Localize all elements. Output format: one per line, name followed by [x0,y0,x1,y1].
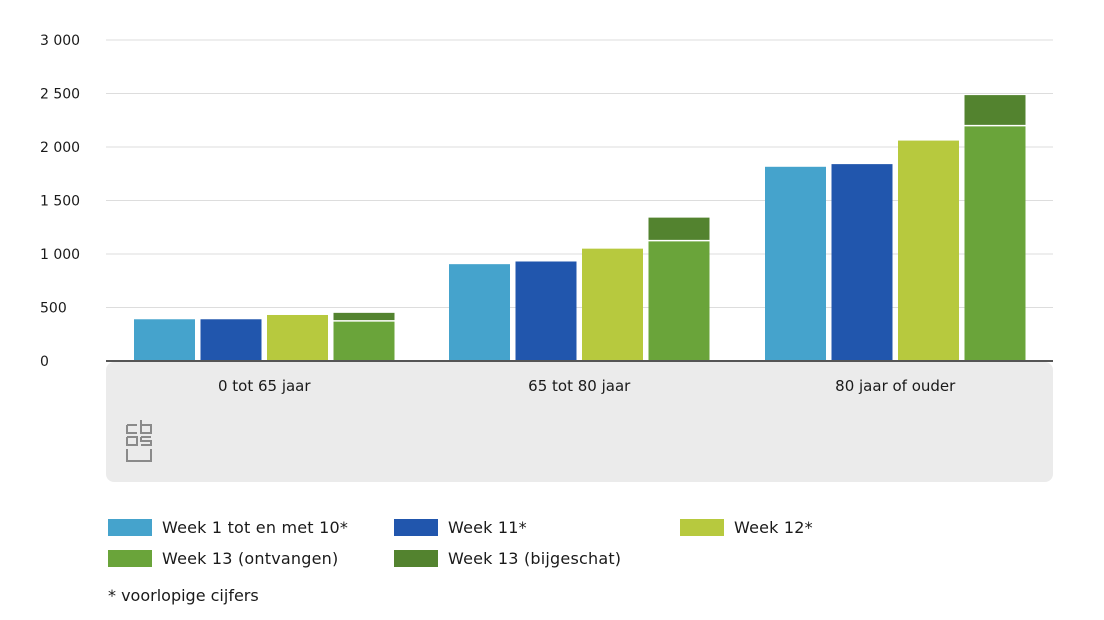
bar [134,319,195,361]
bar [765,166,826,361]
legend-swatch [394,550,438,567]
legend: Week 1 tot en met 10* Week 11* Week 12* … [108,512,1068,574]
legend-item-week-11: Week 11* [394,518,680,537]
y-tick-label: 1 500 [40,194,80,210]
category-label: 80 jaar of ouder [835,377,956,395]
y-tick-label: 2 500 [40,87,80,103]
bar-week13-estimated [964,95,1026,126]
bar-week13-estimated [333,312,395,321]
legend-swatch [108,519,152,536]
category-label: 0 tot 65 jaar [218,377,311,395]
y-tick-label: 1 000 [40,247,80,263]
legend-label: Week 13 (bijgeschat) [448,549,622,568]
bar [831,164,893,361]
category-label: 65 tot 80 jaar [528,377,631,395]
bar [582,248,643,361]
footnote: * voorlopige cijfers [108,586,259,605]
legend-swatch [394,519,438,536]
x-axis-category-labels: 0 tot 65 jaar 65 tot 80 jaar 80 jaar of ou… [218,377,956,395]
bar [515,261,577,361]
legend-label: Week 13 (ontvangen) [162,549,339,568]
legend-item-week-1-10: Week 1 tot en met 10* [108,518,394,537]
bar-week13-estimated [648,217,710,241]
legend-swatch [108,550,152,567]
cbs-logo-icon [126,420,152,462]
y-tick-label: 500 [40,301,67,317]
legend-label: Week 12* [734,518,813,537]
bar [267,314,328,361]
legend-label: Week 11* [448,518,527,537]
y-tick-label: 0 [40,354,49,370]
y-tick-label: 2 000 [40,140,80,156]
y-tick-label: 3 000 [40,33,80,49]
bar-week13-received [964,125,1026,361]
gridlines [106,39,1053,308]
bar-week13-received [333,320,395,361]
y-axis-tick-labels: 3 000 2 500 2 000 1 500 1 000 500 0 [40,33,80,370]
bar-marks [134,95,1026,361]
bar [449,264,510,361]
legend-swatch [680,519,724,536]
bar [200,319,262,361]
legend-item-week-13-estimated: Week 13 (bijgeschat) [394,549,680,568]
bar-week13-received [648,240,710,361]
bar-chart: 3 000 2 500 2 000 1 500 1 000 500 0 0 tot 65 j… [40,33,1053,482]
legend-item-week-12: Week 12* [680,518,966,537]
bar [898,140,959,361]
category-axis-panel [106,362,1053,482]
legend-item-week-13-received: Week 13 (ontvangen) [108,549,394,568]
legend-label: Week 1 tot en met 10* [162,518,349,537]
